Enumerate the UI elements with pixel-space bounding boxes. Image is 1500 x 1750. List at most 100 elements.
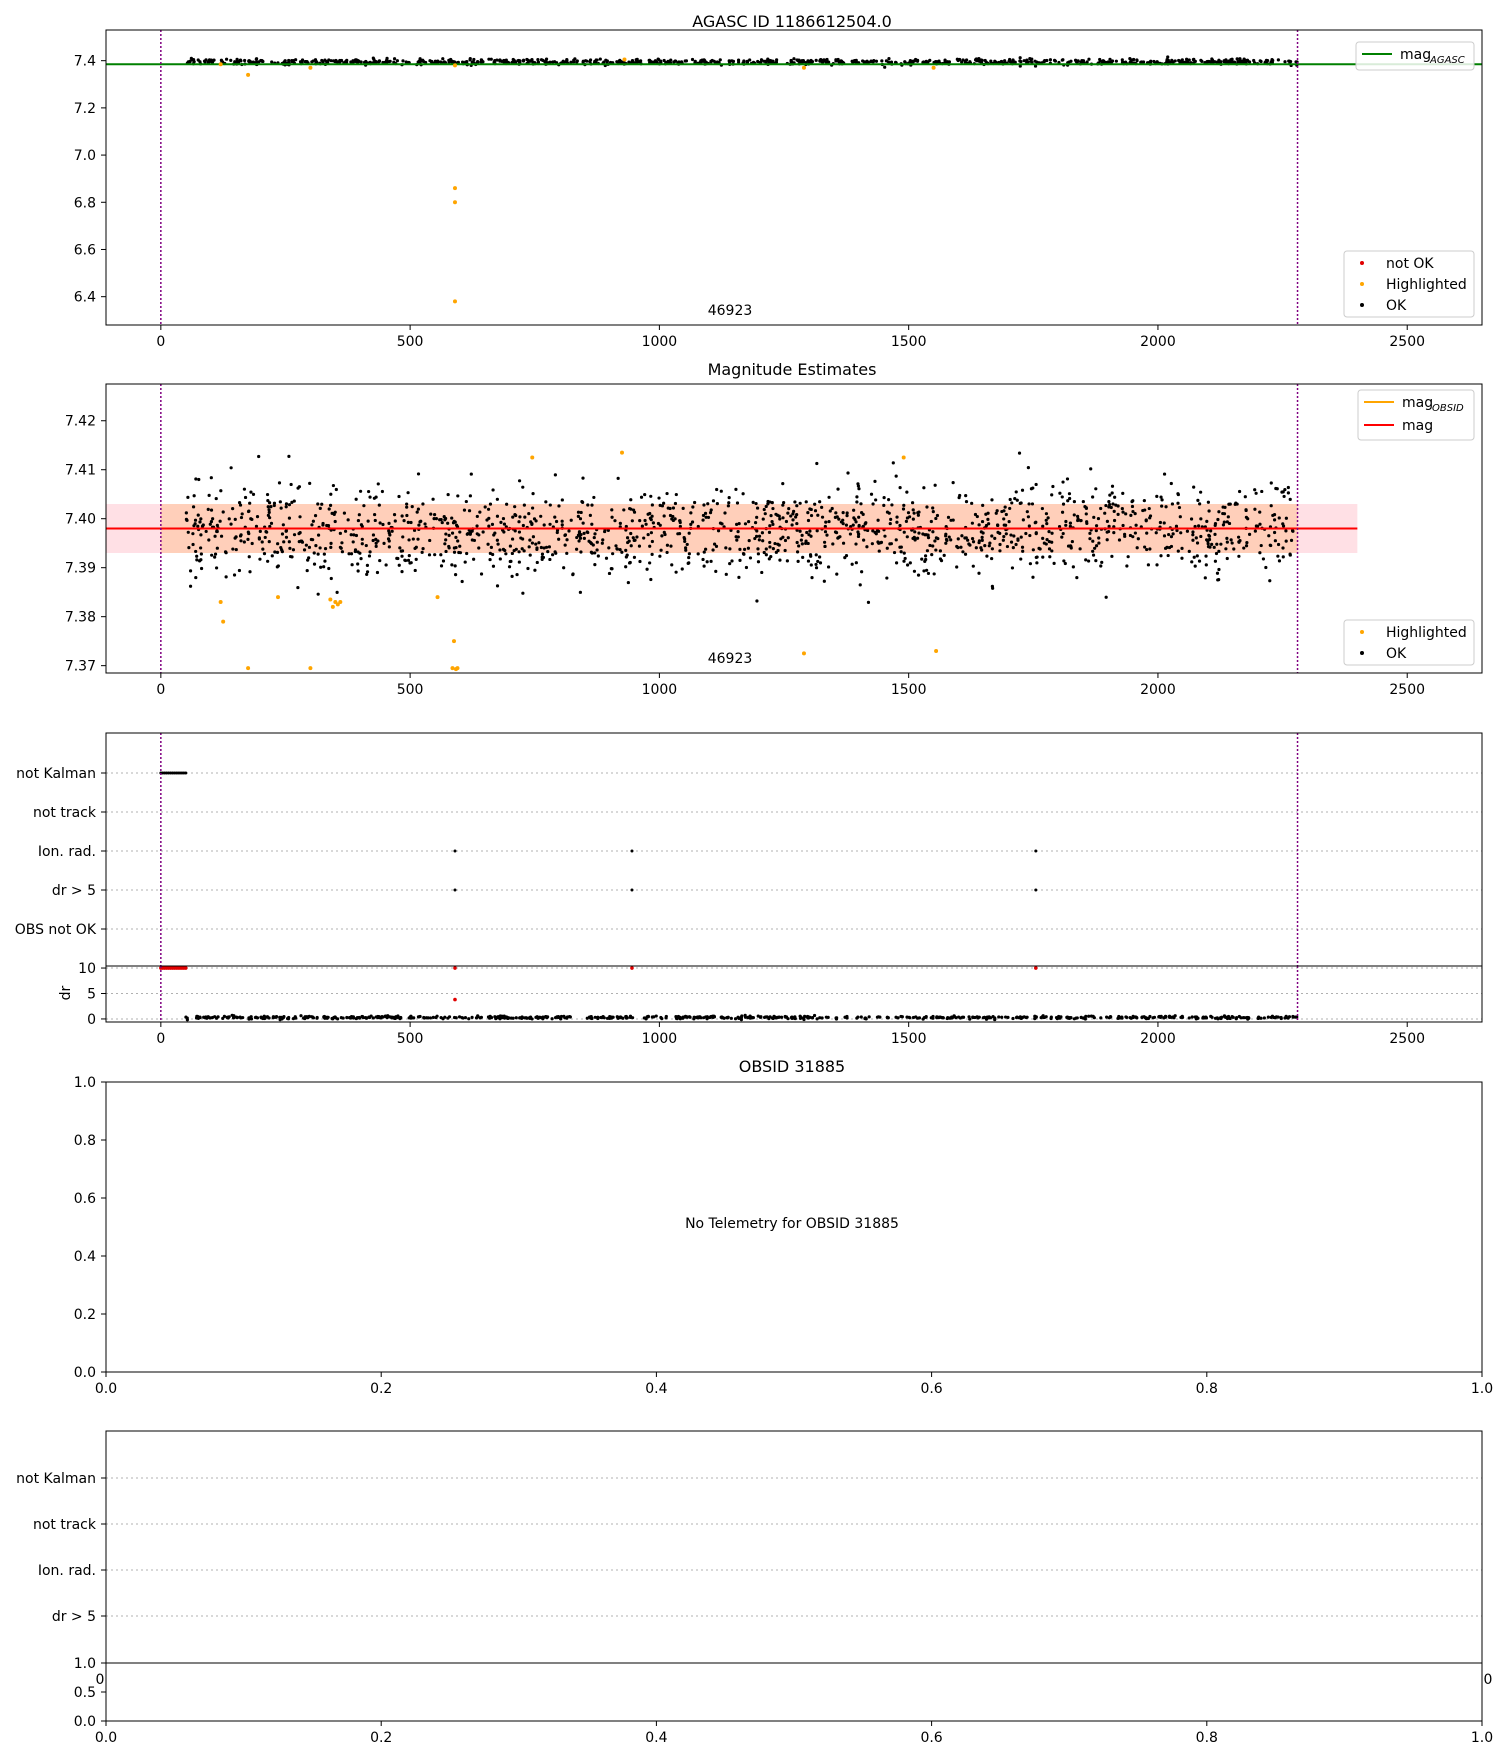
mag-estimates-ok-point xyxy=(1176,549,1180,553)
mag-estimates-ok-point xyxy=(393,519,397,523)
agasc-xtick-label: 500 xyxy=(397,334,424,350)
dr-ok-point xyxy=(1066,1016,1070,1020)
agasc-ok-point xyxy=(198,60,202,64)
mag-estimates-ok-point xyxy=(580,500,584,504)
dr-ok-point xyxy=(470,1015,474,1019)
dr-ok-point xyxy=(1204,1016,1209,1020)
mag-estimates-ok-point xyxy=(715,502,719,506)
mag-estimates-ok-point xyxy=(233,517,237,521)
dr-ok-point xyxy=(259,1016,264,1020)
mag-estimates-ok-point xyxy=(1041,555,1045,559)
mag-estimates-ok-point xyxy=(650,539,654,544)
mag-estimates-ok-point xyxy=(770,501,774,505)
mag-estimates-ok-point xyxy=(438,518,442,522)
mag-estimates-ok-point xyxy=(513,505,517,509)
dr-ok-point xyxy=(711,1015,715,1020)
mag-estimates-ok-point xyxy=(951,481,955,485)
agasc-ok-point xyxy=(662,58,666,63)
mag-estimates-ok-point xyxy=(912,511,916,515)
flags-event-point xyxy=(630,888,634,892)
agasc-ok-point xyxy=(1108,57,1112,61)
mag-estimates-ok-point xyxy=(791,518,795,522)
mag-estimates-ok-point xyxy=(1085,520,1089,524)
mag-estimates-ok-point xyxy=(257,454,261,459)
mag-estimates-ok-point xyxy=(885,576,889,580)
mag-estimates-ok-point xyxy=(1064,523,1068,527)
mag-estimates-ok-point xyxy=(936,536,940,541)
mag-estimates-ok-point xyxy=(971,540,976,544)
mag-estimates-ok-point xyxy=(353,549,357,554)
mag-estimates-ok-point xyxy=(454,545,458,550)
mag-estimates-ok-point xyxy=(736,530,740,534)
mag-estimates-ok-point xyxy=(1124,512,1128,516)
mag-estimates-ok-point xyxy=(1044,518,1048,522)
dr-ok-point xyxy=(439,1015,443,1020)
mag-estimates-ok-point xyxy=(388,533,392,537)
mag-estimates-ok-point xyxy=(629,531,633,536)
mag-estimates-ok-point xyxy=(1175,528,1179,533)
mag-estimates-ok-point xyxy=(192,524,196,528)
mag-estimates-ok-point xyxy=(586,503,590,507)
mag-estimates-ok-point xyxy=(730,559,734,563)
mag-estimates-ok-point xyxy=(1162,534,1167,538)
mag-estimates-ok-point xyxy=(798,529,802,533)
mag-estimates-ok-point xyxy=(854,520,858,524)
mag-estimates-ok-point xyxy=(631,536,635,540)
mag-estimates-ok-point xyxy=(673,501,678,506)
agasc-ok-point xyxy=(1139,60,1143,64)
mag-estimates-ok-point xyxy=(588,513,592,517)
mag-estimates-ok-point xyxy=(255,515,260,519)
dr-ok-point xyxy=(743,1015,748,1019)
dr-not-ok-point xyxy=(1033,966,1038,970)
mag-estimates-ok-point xyxy=(924,533,929,537)
mag-estimates-ok-point xyxy=(905,563,910,567)
mag-estimates-ok-point xyxy=(249,517,253,521)
agasc-ok-point xyxy=(1224,58,1228,62)
agasc-ok-point xyxy=(1120,60,1125,64)
mag-estimates-ok-point xyxy=(579,550,583,554)
mag-estimates-ok-point xyxy=(243,495,248,500)
mag-estimates-ok-point xyxy=(795,540,799,545)
bottom-ytick-label: 0.0 xyxy=(74,1714,96,1730)
mag-estimates-ok-point xyxy=(1135,546,1139,550)
mag-estimates-ok-point xyxy=(1260,489,1264,494)
mag-estimates-ok-point xyxy=(302,548,307,552)
mag-estimates-ok-point xyxy=(1020,545,1025,549)
mag-estimates-ok-point xyxy=(413,568,417,573)
mag-estimates-ok-point xyxy=(850,562,854,566)
mag-estimates-ok-point xyxy=(696,552,700,556)
mag-estimates-ok-point xyxy=(1162,472,1167,476)
dr-ok-point xyxy=(358,1016,362,1020)
mag-estimates-ok-point xyxy=(1002,534,1006,539)
mag-estimates-ok-point xyxy=(1272,518,1277,522)
agasc-ok-point xyxy=(945,60,950,64)
mag-estimates-highlighted-point xyxy=(530,455,535,460)
dr-ok-point xyxy=(818,1016,822,1020)
mag-estimates-ok-point xyxy=(196,524,200,528)
mag-estimates-ok-point xyxy=(1253,529,1257,533)
mag-estimates-ok-point xyxy=(218,519,222,523)
agasc-ok-point xyxy=(236,60,240,64)
mag-estimates-ok-point xyxy=(687,531,691,535)
mag-estimates-ok-point xyxy=(1275,487,1279,491)
mag-estimates-ok-point xyxy=(1195,554,1199,558)
mag-estimates-ok-point xyxy=(970,501,974,505)
dr-ok-point xyxy=(1283,1016,1287,1020)
mag-estimates-ok-point xyxy=(1121,491,1125,495)
mag-estimates-ok-point xyxy=(833,530,838,534)
mag-estimates-ok-point xyxy=(332,512,336,517)
mag-estimates-ok-point xyxy=(820,515,825,519)
mag-estimates-ok-point xyxy=(1068,524,1072,528)
dr-ok-point xyxy=(793,1016,797,1020)
mag-estimates-ok-point xyxy=(902,503,906,507)
mag-estimates-ok-point xyxy=(737,575,741,579)
mag-estimates-ok-point xyxy=(1099,506,1103,511)
agasc-ok-point xyxy=(797,58,801,62)
mag-estimates-ok-point xyxy=(282,540,286,544)
mag-estimates-ok-point xyxy=(470,529,474,533)
mag-estimates-ok-point xyxy=(979,530,983,534)
mag-estimates-ok-point xyxy=(837,535,841,539)
mag-estimates-ok-point xyxy=(1106,529,1111,534)
agasc-ok-point xyxy=(887,56,891,61)
dr-ok-point xyxy=(751,1016,755,1020)
